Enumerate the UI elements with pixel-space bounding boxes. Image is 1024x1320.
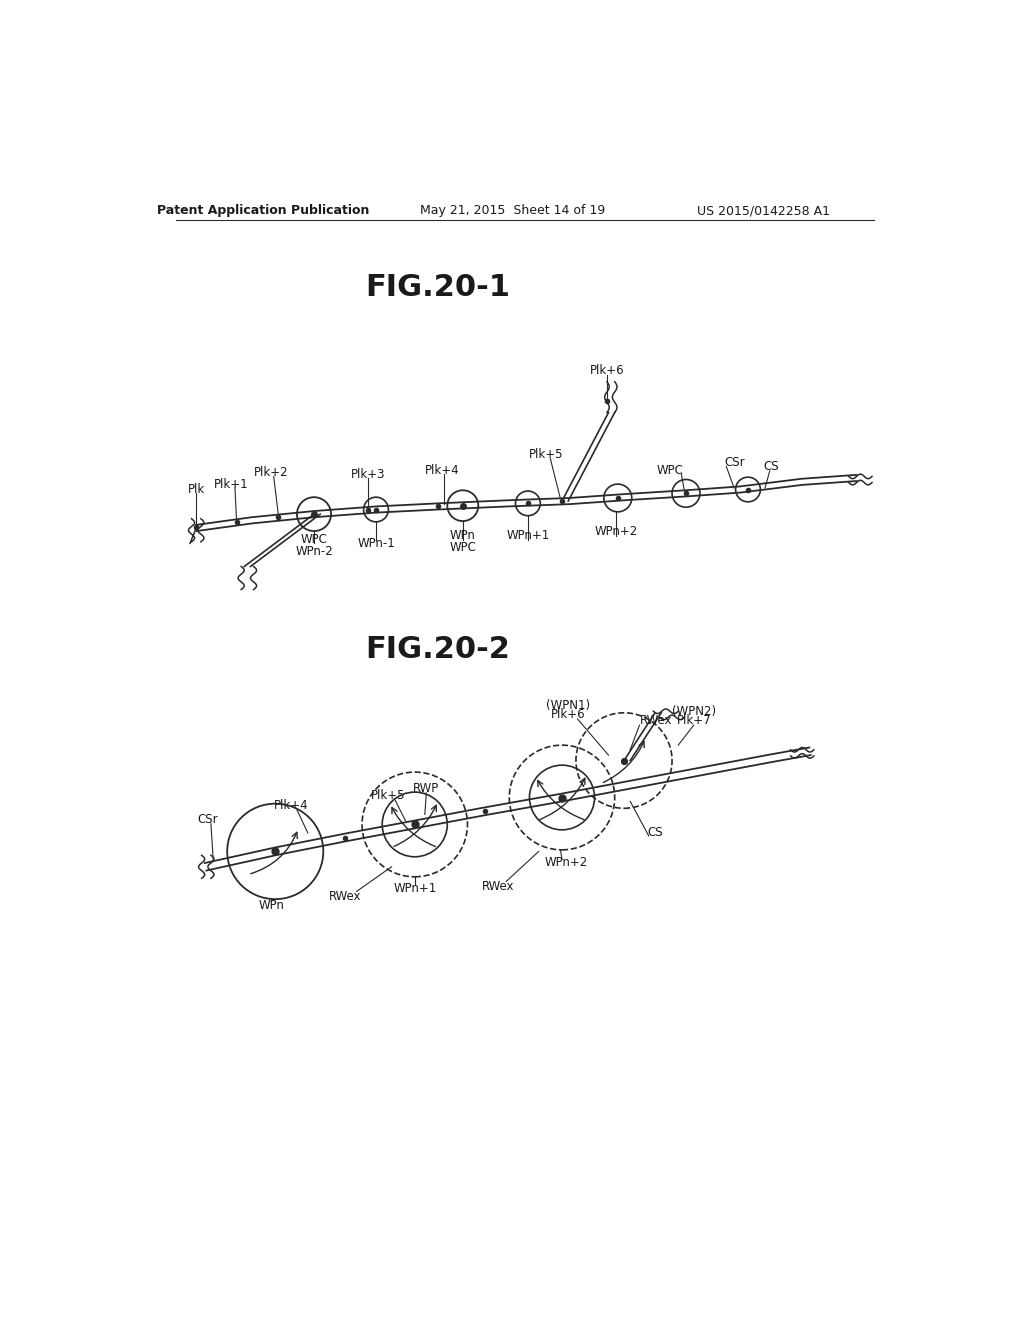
Text: (WPN1): (WPN1) <box>546 698 590 711</box>
Text: CS: CS <box>647 825 663 838</box>
Text: Plk+5: Plk+5 <box>529 449 564 462</box>
Text: Plk+4: Plk+4 <box>425 463 459 477</box>
Text: WPC: WPC <box>657 463 684 477</box>
Text: WPn-2: WPn-2 <box>295 545 333 557</box>
Text: Plk+3: Plk+3 <box>351 467 385 480</box>
Text: WPn-1: WPn-1 <box>357 537 395 550</box>
Text: WPn+2: WPn+2 <box>595 525 638 539</box>
Text: Plk+2: Plk+2 <box>254 466 289 479</box>
Text: RWex: RWex <box>482 879 515 892</box>
Text: CS: CS <box>764 459 779 473</box>
Text: CSr: CSr <box>725 455 745 469</box>
Text: US 2015/0142258 A1: US 2015/0142258 A1 <box>697 205 830 218</box>
Text: RWP: RWP <box>414 781 439 795</box>
Text: WPn: WPn <box>450 529 476 543</box>
Text: WPn+1: WPn+1 <box>393 882 436 895</box>
Text: Plk+4: Plk+4 <box>273 799 308 812</box>
Text: Plk+1: Plk+1 <box>214 478 249 491</box>
Text: FIG.20-2: FIG.20-2 <box>366 635 510 664</box>
Text: RWex: RWex <box>329 890 361 903</box>
Text: RWex: RWex <box>640 714 672 727</box>
Text: Plk: Plk <box>187 483 205 496</box>
Text: Plk+6: Plk+6 <box>590 363 625 376</box>
Text: WPC: WPC <box>301 533 328 546</box>
Text: Plk+7: Plk+7 <box>677 714 711 727</box>
Text: FIG.20-1: FIG.20-1 <box>366 273 511 302</box>
Text: WPC: WPC <box>450 541 476 554</box>
Text: WPn+1: WPn+1 <box>506 529 550 543</box>
Text: WPn: WPn <box>258 899 285 912</box>
Text: CSr: CSr <box>198 813 218 825</box>
Text: (WPN2): (WPN2) <box>672 705 716 718</box>
Text: WPn+2: WPn+2 <box>544 857 588 870</box>
Text: May 21, 2015  Sheet 14 of 19: May 21, 2015 Sheet 14 of 19 <box>420 205 605 218</box>
Text: Patent Application Publication: Patent Application Publication <box>158 205 370 218</box>
Text: Plk+5: Plk+5 <box>371 789 404 803</box>
Text: Plk+6: Plk+6 <box>551 708 586 721</box>
